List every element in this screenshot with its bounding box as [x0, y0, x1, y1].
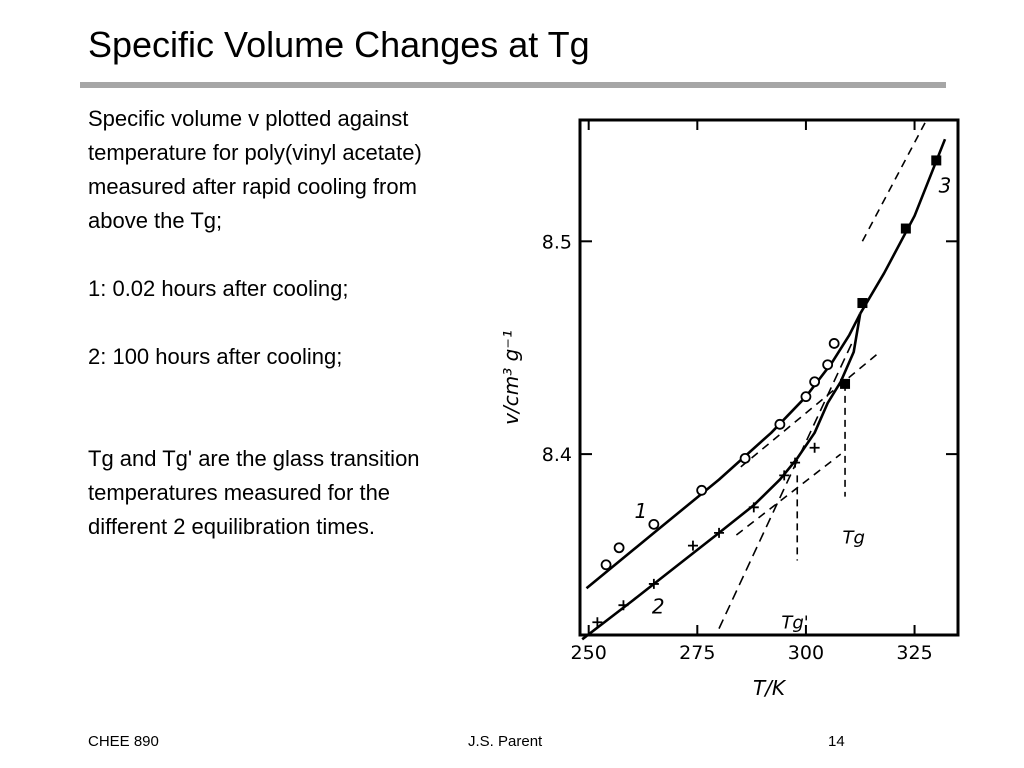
curve-1-description: 1: 0.02 hours after cooling; — [88, 276, 349, 301]
guide-line-2 — [735, 453, 842, 536]
series-3-point-2 — [900, 223, 911, 234]
footer-author: J.S. Parent — [468, 733, 543, 750]
series-1-point-8 — [822, 359, 834, 371]
x-tick-label-275: 275 — [679, 642, 715, 664]
series-2-point-8 — [809, 442, 820, 453]
series-1-point-9 — [828, 338, 840, 349]
series-3-line — [859, 138, 947, 315]
x-tick-label-300: 300 — [788, 642, 824, 664]
slide-title: Specific Volume Changes at Tg — [88, 24, 590, 65]
series-2-line — [581, 313, 862, 641]
title-divider — [80, 82, 946, 88]
y-axis-label: v/cm³ g⁻¹ — [499, 330, 523, 425]
series-2-point-5 — [748, 502, 759, 513]
series-1-point-6 — [800, 391, 812, 403]
series-1-point-4 — [739, 452, 751, 464]
annotation-tg: Tg — [843, 527, 865, 548]
annotation-3: 3 — [939, 173, 952, 197]
footer-page-number: 14 — [828, 733, 845, 750]
plot-frame — [578, 118, 960, 637]
series-1-line — [585, 313, 862, 590]
series-2-point-4 — [714, 527, 725, 538]
series-2-point-6 — [779, 470, 790, 481]
tg-description: Tg and Tg' are the glass transition temp… — [88, 446, 420, 539]
series-2-point-2 — [648, 578, 659, 589]
series-2-point-1 — [618, 600, 629, 611]
specific-volume-chart: 250 275 300 325 8.4 8.5 T/K v/cm³ g⁻¹ 1 2 3 Tg Tg' — [499, 117, 960, 700]
y-tick-label-8.5: 8.5 — [542, 231, 572, 253]
series-1-point-7 — [809, 376, 821, 388]
x-tick-label-250: 250 — [571, 642, 607, 664]
series-1-point-2 — [648, 518, 660, 530]
series-1-point-1 — [613, 542, 625, 554]
y-tick-label-8.4: 8.4 — [542, 444, 572, 466]
slide-body: Specific volume v plotted against temper… — [88, 102, 528, 544]
series-2-point-7 — [790, 457, 801, 468]
series-2-point-0 — [592, 617, 603, 628]
annotation-1: 1 — [634, 499, 647, 523]
guide-line-4 — [861, 117, 929, 242]
annotation-2: 2 — [652, 595, 665, 619]
series-1-point-0 — [600, 559, 612, 571]
guide-line-1 — [740, 351, 881, 468]
series-1-point-3 — [696, 484, 708, 496]
footer-course: CHEE 890 — [88, 733, 159, 750]
guide-line-3 — [718, 338, 855, 629]
description-paragraph: Specific volume v plotted against temper… — [88, 106, 422, 233]
curve-2-description: 2: 100 hours after cooling; — [88, 344, 343, 369]
series-1-point-5 — [774, 418, 786, 430]
x-axis-label: T/K — [753, 676, 787, 700]
x-tick-label-325: 325 — [896, 642, 932, 664]
series-2-point-3 — [687, 540, 698, 551]
series-3-point-0 — [840, 378, 851, 389]
series-3-point-1 — [857, 298, 868, 309]
series-3-point-3 — [931, 155, 942, 166]
annotation-tg-prime: Tg' — [781, 613, 808, 634]
